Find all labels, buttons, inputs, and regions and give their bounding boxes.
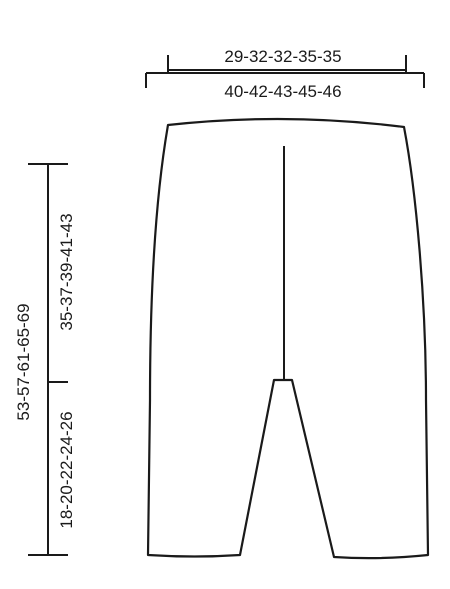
length-measure: 53-57-61-65-69 35-37-39-41-43 18-20-22-2… — [14, 163, 76, 556]
top-width-upper-label: 29-32-32-35-35 — [224, 47, 341, 66]
pants-outline — [146, 117, 430, 560]
upper-length-label: 35-37-39-41-43 — [57, 213, 76, 330]
lower-length-label: 18-20-22-24-26 — [57, 411, 76, 528]
top-width-measure: 29-32-32-35-35 40-42-43-45-46 — [145, 47, 425, 101]
pants-body — [146, 117, 430, 560]
top-width-lower-label: 40-42-43-45-46 — [224, 82, 341, 101]
total-length-label: 53-57-61-65-69 — [14, 303, 33, 420]
